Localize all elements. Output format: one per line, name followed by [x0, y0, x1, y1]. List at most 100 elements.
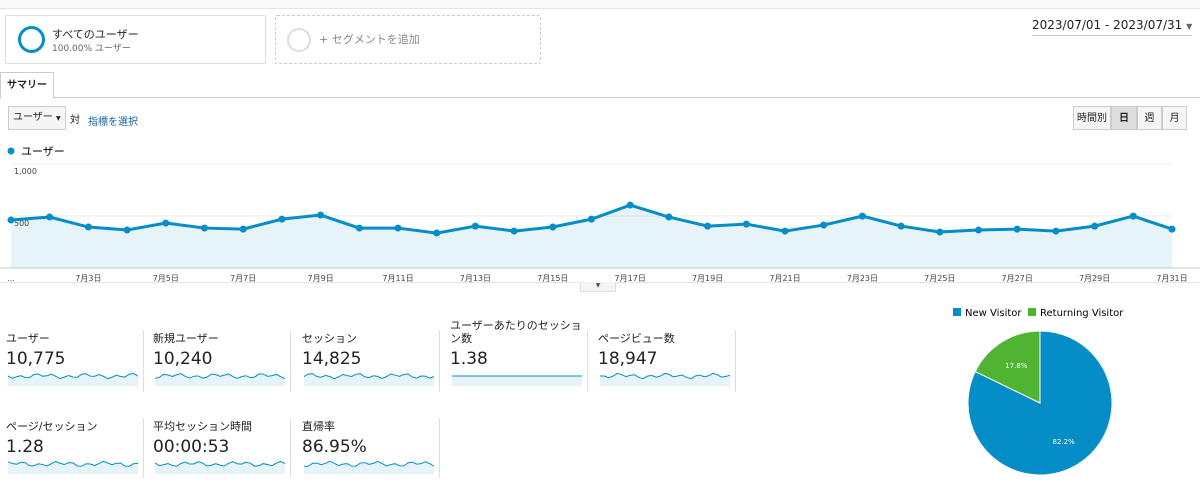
point: [1052, 227, 1060, 235]
granularity-button[interactable]: 日: [1111, 106, 1137, 130]
metric-label: 平均セッション時間: [153, 420, 252, 433]
granularity-button[interactable]: 週: [1137, 106, 1162, 130]
legend-swatch: [1028, 308, 1036, 316]
metric-label: ページ/セッション: [6, 420, 98, 433]
point: [588, 215, 595, 223]
legend-label: ユーザー: [21, 145, 65, 158]
metric-value: 86.95%: [302, 437, 367, 457]
point: [7, 216, 15, 224]
segment-share: 100.00% ユーザー: [52, 44, 131, 54]
area: [11, 205, 1172, 268]
segment-add[interactable]: + セグメントを追加: [275, 15, 541, 64]
sparkline: [7, 460, 139, 467]
x-tick-label: 7月21日: [769, 274, 800, 283]
point: [433, 229, 441, 237]
metric-divider: [587, 330, 588, 392]
point: [46, 213, 54, 221]
point: [162, 219, 170, 227]
metric-label: 新規ユーザー: [153, 332, 219, 345]
x-tick-label: 7月11日: [382, 274, 413, 283]
granularity-button[interactable]: 月: [1162, 106, 1187, 130]
x-tick-label: 7月7日: [230, 274, 256, 283]
x-tick-label: 7月3日: [75, 274, 101, 283]
point: [278, 215, 286, 223]
metric-label: セッション: [302, 332, 357, 345]
x-tick-label: 7月13日: [460, 274, 491, 283]
metric-divider: [290, 418, 291, 478]
point: [123, 226, 131, 234]
point: [936, 228, 944, 236]
pie-slice: [974, 330, 1041, 404]
point: [858, 212, 866, 220]
tab-rule: [0, 97, 1200, 98]
sparkline-area: [452, 376, 582, 386]
point: [510, 227, 518, 235]
segment-name: すべてのユーザー: [52, 28, 139, 41]
metric-value: 10,775: [6, 349, 66, 369]
tab[interactable]: サマリー: [0, 72, 54, 99]
x-tick-label: 7月25日: [924, 274, 955, 283]
slice-label: 17.8%: [1005, 362, 1028, 370]
metric-label: ユーザー: [6, 332, 50, 345]
versus: 対: [70, 115, 80, 126]
sparkline: [154, 373, 286, 380]
point: [1168, 225, 1176, 233]
point: [394, 224, 402, 232]
granularity-button[interactable]: 時間別: [1073, 106, 1111, 130]
sparkline: [599, 372, 731, 380]
collapse-handle[interactable]: ▼: [580, 282, 616, 292]
point: [975, 226, 982, 234]
metric-value: 18,947: [598, 349, 658, 369]
x-tick-label: 7月5日: [153, 274, 179, 283]
segment-add-icon: [287, 28, 311, 52]
point: [820, 221, 828, 229]
x-tick-label: 7月17日: [615, 274, 646, 283]
metric-divider: [143, 330, 144, 392]
metric-dropdown[interactable]: ユーザー ▼: [8, 106, 66, 130]
x-tick-label: 7月23日: [847, 274, 878, 283]
select-metric[interactable]: 指標を選択: [88, 117, 138, 128]
metric-divider: [143, 418, 144, 478]
segment-icon: [18, 26, 45, 53]
x-tick-label: …: [7, 274, 15, 283]
metric-divider: [735, 330, 736, 392]
sparkline: [303, 460, 435, 467]
sparkline: [7, 372, 139, 380]
x-tick-label: 7月29日: [1079, 274, 1110, 283]
x-tick-label: 7月31日: [1156, 274, 1187, 283]
sparkline: [154, 460, 286, 467]
point: [1013, 225, 1021, 233]
metric-value: 14,825: [302, 349, 362, 369]
x-tick-label: 7月19日: [692, 274, 723, 283]
point: [742, 220, 750, 228]
metric-value: 10,240: [153, 349, 213, 369]
sparkline-area: [8, 373, 138, 386]
point: [317, 211, 325, 219]
point: [84, 223, 92, 231]
point: [704, 222, 712, 230]
sparkline-area: [304, 373, 434, 386]
point: [201, 224, 208, 232]
y-tick-label: 500: [14, 219, 29, 228]
metric-divider: [290, 330, 291, 392]
sparkline: [303, 373, 435, 380]
date-range[interactable]: 2023/07/01 - 2023/07/31 ▼: [1032, 18, 1193, 36]
point: [471, 222, 479, 230]
metric-divider: [439, 418, 440, 478]
x-tick-label: 7月15日: [537, 274, 568, 283]
point: [897, 222, 905, 230]
metric-label: ページビュー数: [598, 332, 675, 345]
segment-add-label: + セグメントを追加: [319, 33, 420, 46]
segment-active[interactable]: すべてのユーザー 100.00% ユーザー: [5, 15, 266, 64]
metric-value: 00:00:53: [153, 437, 230, 457]
point: [626, 201, 634, 209]
legend-label: New Visitor: [965, 308, 1022, 319]
sparkline-area: [155, 461, 285, 474]
point: [355, 224, 363, 232]
metric-divider: [439, 330, 440, 392]
metric-value: 1.38: [450, 349, 488, 369]
metric-label: 直帰率: [302, 420, 335, 433]
sparkline-area: [155, 373, 285, 386]
